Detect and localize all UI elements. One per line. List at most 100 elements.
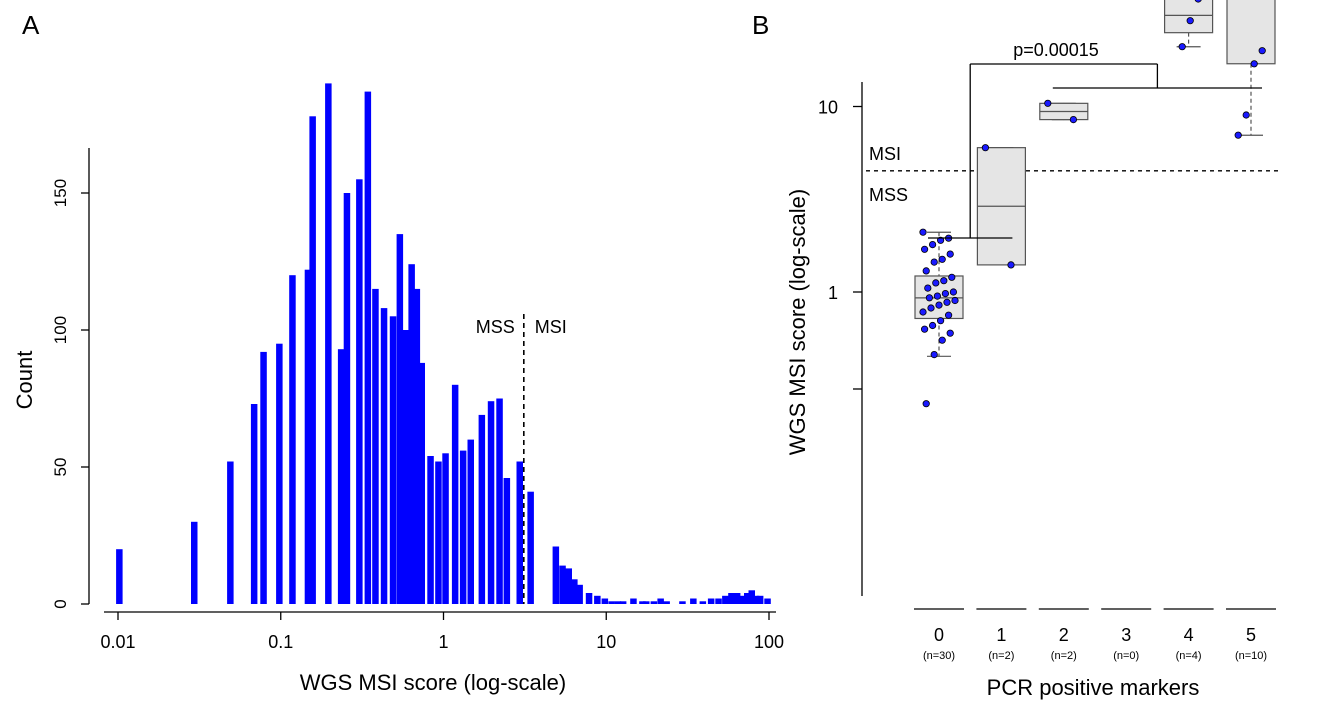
histogram-bar bbox=[756, 595, 764, 604]
histogram-y-ticks: 0 50 100 150 bbox=[51, 179, 89, 609]
histogram-bar bbox=[325, 83, 332, 604]
data-point bbox=[925, 294, 934, 302]
histogram-bar bbox=[451, 384, 459, 604]
data-point bbox=[1258, 47, 1266, 55]
histogram-bar bbox=[343, 193, 351, 604]
histogram-bar bbox=[559, 565, 566, 604]
boxplot-categories: 0 (n=30) 1 (n=2) 2 (n=2) 3 (n=0) 4 (n=4) 5 (n=10) bbox=[914, 608, 1276, 662]
data-point bbox=[1194, 0, 1202, 3]
category-count: (n=0) bbox=[1113, 650, 1139, 662]
boxplot-points bbox=[919, 0, 1266, 408]
data-point bbox=[936, 317, 945, 325]
histogram-bar bbox=[650, 601, 658, 604]
histogram-bar bbox=[679, 601, 686, 604]
histogram-bar bbox=[356, 179, 363, 605]
data-point bbox=[1069, 116, 1078, 124]
histogram-bar bbox=[487, 401, 495, 604]
histogram-bar bbox=[435, 461, 442, 604]
data-point bbox=[930, 258, 938, 266]
data-point bbox=[1007, 261, 1015, 269]
histogram-bar bbox=[748, 590, 755, 604]
histogram-bar bbox=[413, 288, 421, 604]
data-point bbox=[920, 325, 929, 333]
category-label: 3 bbox=[1121, 625, 1131, 645]
histogram-bar bbox=[594, 595, 601, 604]
histogram-y-axis-label: Count bbox=[12, 351, 37, 410]
histogram-bar bbox=[309, 116, 316, 605]
histogram-bar bbox=[639, 601, 646, 604]
data-point bbox=[948, 273, 956, 281]
histogram-bar bbox=[527, 491, 534, 604]
histogram-bar bbox=[402, 330, 410, 604]
histogram-bar bbox=[630, 598, 637, 604]
msi-label: MSI bbox=[535, 317, 567, 337]
y-tick-label: 0 bbox=[51, 599, 70, 608]
mss-label-b: MSS bbox=[869, 185, 908, 205]
histogram-bar bbox=[733, 593, 741, 604]
histogram-bar bbox=[372, 288, 379, 604]
histogram-bar bbox=[478, 414, 486, 604]
histogram-bar bbox=[364, 91, 372, 605]
histogram-bar bbox=[250, 404, 258, 604]
histogram-bar bbox=[276, 343, 283, 604]
histogram-x-axis-label: WGS MSI score (log-scale) bbox=[300, 670, 567, 695]
histogram-bar bbox=[707, 598, 715, 604]
data-point bbox=[941, 289, 950, 298]
histogram-bar bbox=[408, 264, 415, 604]
histogram-bar bbox=[715, 598, 722, 604]
box-group-5 bbox=[1226, 0, 1276, 136]
histogram-bar bbox=[227, 461, 234, 604]
histogram-bar bbox=[380, 308, 388, 604]
histogram-bar bbox=[699, 601, 707, 604]
data-point bbox=[981, 144, 990, 152]
category-count: (n=4) bbox=[1176, 650, 1202, 662]
histogram-bar bbox=[304, 269, 312, 604]
boxplot-x-axis-label: PCR positive markers bbox=[987, 675, 1200, 700]
category-label: 5 bbox=[1246, 625, 1256, 645]
x-tick-label: 100 bbox=[754, 632, 784, 652]
x-tick-label: 10 bbox=[596, 632, 616, 652]
category-label: 2 bbox=[1059, 625, 1069, 645]
data-point bbox=[1178, 43, 1186, 51]
mss-label: MSS bbox=[476, 317, 515, 337]
category-count: (n=2) bbox=[988, 650, 1014, 662]
histogram-bar bbox=[260, 351, 267, 604]
histogram-bar bbox=[728, 593, 735, 604]
data-point bbox=[927, 304, 935, 312]
msi-label-b: MSI bbox=[869, 144, 901, 164]
histogram-bar bbox=[396, 234, 404, 604]
histogram-bar bbox=[722, 595, 729, 604]
histogram-bar bbox=[764, 598, 771, 604]
category-count: (n=30) bbox=[923, 650, 955, 662]
histogram-bar bbox=[459, 450, 467, 604]
data-point bbox=[946, 329, 954, 337]
data-point bbox=[938, 255, 946, 263]
histogram-bar bbox=[467, 439, 474, 604]
histogram-bar bbox=[585, 593, 593, 604]
data-point bbox=[1186, 17, 1194, 25]
histogram-bar bbox=[503, 478, 511, 604]
histogram-bar bbox=[614, 601, 622, 604]
box-group-4 bbox=[1163, 0, 1214, 48]
data-point bbox=[938, 336, 946, 344]
box bbox=[1163, 0, 1214, 34]
data-point bbox=[920, 245, 929, 253]
data-point bbox=[949, 288, 958, 296]
histogram-bar bbox=[418, 362, 425, 604]
histogram-bar bbox=[427, 456, 434, 604]
data-point bbox=[932, 279, 940, 287]
histogram-bar bbox=[552, 546, 560, 604]
boxplot-y-axis-label: WGS MSI score (log-scale) bbox=[785, 189, 810, 456]
data-point bbox=[919, 308, 927, 316]
panel-b-label: B bbox=[752, 10, 769, 40]
box-group-1 bbox=[976, 147, 1027, 266]
data-point bbox=[933, 292, 942, 300]
y-tick-label: 100 bbox=[51, 316, 70, 344]
significance-bracket bbox=[928, 63, 1262, 239]
data-point bbox=[946, 250, 954, 258]
x-tick-label: 0.1 bbox=[268, 632, 293, 652]
y-tick-label: 150 bbox=[51, 179, 70, 207]
